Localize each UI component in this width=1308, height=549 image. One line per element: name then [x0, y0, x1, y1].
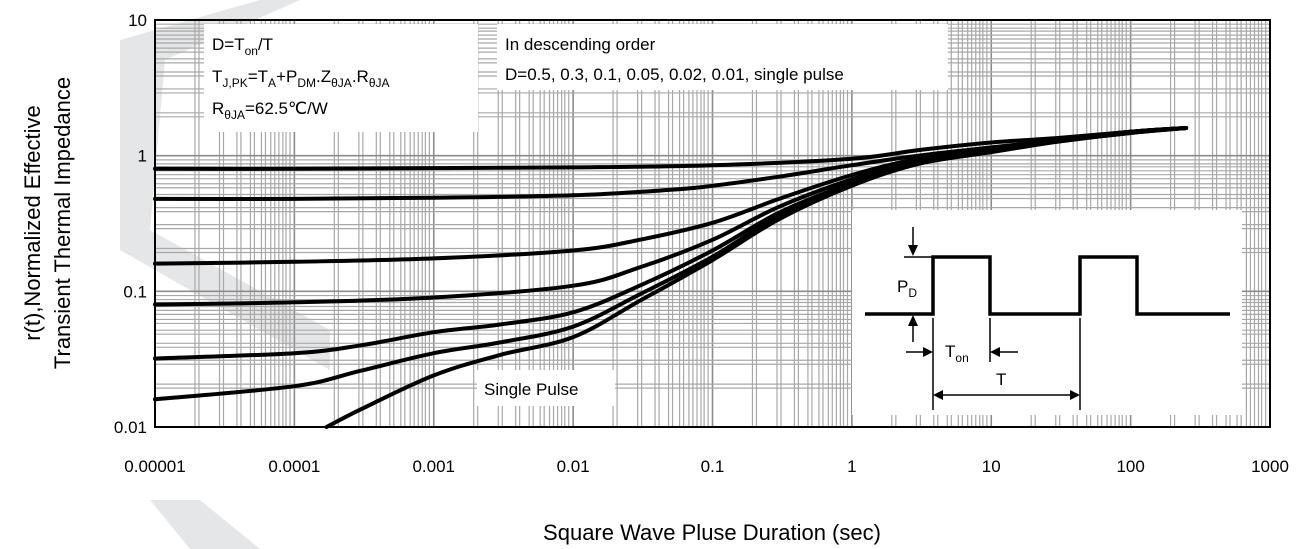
pd-arrowhead-bottom — [908, 315, 918, 326]
ton-label: Ton — [945, 342, 969, 365]
pd-arrowhead-top — [908, 245, 918, 256]
watermark-graphic — [120, 0, 330, 549]
formula-thermal-resistance: RθJA=62.5℃/W — [212, 99, 328, 122]
plot-frame — [154, 19, 1271, 428]
pd-label: PD — [897, 277, 917, 300]
x-tick-label: 0.001 — [412, 457, 455, 476]
single-pulse-label-box: Single Pulse — [477, 370, 615, 406]
x-tick-label: 0.1 — [701, 457, 725, 476]
order-box: In descending order D=0.5, 0.3, 0.1, 0.0… — [497, 24, 948, 90]
order-box-heading: In descending order — [505, 35, 656, 54]
axis-tick-labels: 0.00001 0.0001 0.001 0.01 0.1 1 10 100 1000 10 1 0.… — [114, 11, 1289, 476]
y-axis-label-line-1: r(t),Normalized Effective — [20, 105, 45, 341]
y-tick-label: 0.01 — [114, 418, 147, 437]
chart-curves — [153, 126, 1189, 429]
ton-arrowhead-right — [990, 347, 1000, 357]
x-tick-label: 0.00001 — [124, 457, 185, 476]
period-arrowhead-left — [933, 390, 943, 400]
pulse-waveform — [865, 255, 1230, 316]
period-label: T — [996, 370, 1006, 389]
y-tick-label: 1 — [138, 147, 147, 166]
x-axis-label: Square Wave Pluse Duration (sec) — [543, 520, 881, 545]
x-tick-label: 100 — [1116, 457, 1144, 476]
x-tick-label: 1 — [847, 457, 856, 476]
series-line-7 — [324, 126, 1189, 429]
period-arrowhead-right — [1070, 390, 1080, 400]
series-line-1 — [153, 126, 1189, 171]
formula-box: D=Ton/T TJ,PK=TA+PDM.ZθJA.RθJA RθJA=62.5… — [204, 24, 478, 132]
ton-arrowhead-left — [923, 347, 933, 357]
x-tick-label: 0.0001 — [268, 457, 320, 476]
x-tick-label: 10 — [982, 457, 1001, 476]
formula-junction-temp: TJ,PK=TA+PDM.ZθJA.RθJA — [212, 67, 390, 90]
y-axis-label-line-2: Transient Thermal Impedance — [50, 77, 75, 369]
single-pulse-label: Single Pulse — [484, 380, 579, 399]
order-box-duty-list: D=0.5, 0.3, 0.1, 0.05, 0.02, 0.01, singl… — [505, 65, 844, 84]
y-tick-label: 0.1 — [123, 282, 147, 301]
x-tick-label: 1000 — [1251, 457, 1289, 476]
formula-box-bg — [204, 24, 478, 132]
pulse-waveform-inset: PD Ton T — [852, 210, 1242, 415]
order-box-bg — [497, 24, 948, 90]
formula-duty-cycle: D=Ton/T — [212, 35, 273, 58]
y-tick-label: 10 — [128, 11, 147, 30]
x-tick-label: 0.01 — [557, 457, 590, 476]
single-pulse-label-bg — [477, 370, 615, 406]
